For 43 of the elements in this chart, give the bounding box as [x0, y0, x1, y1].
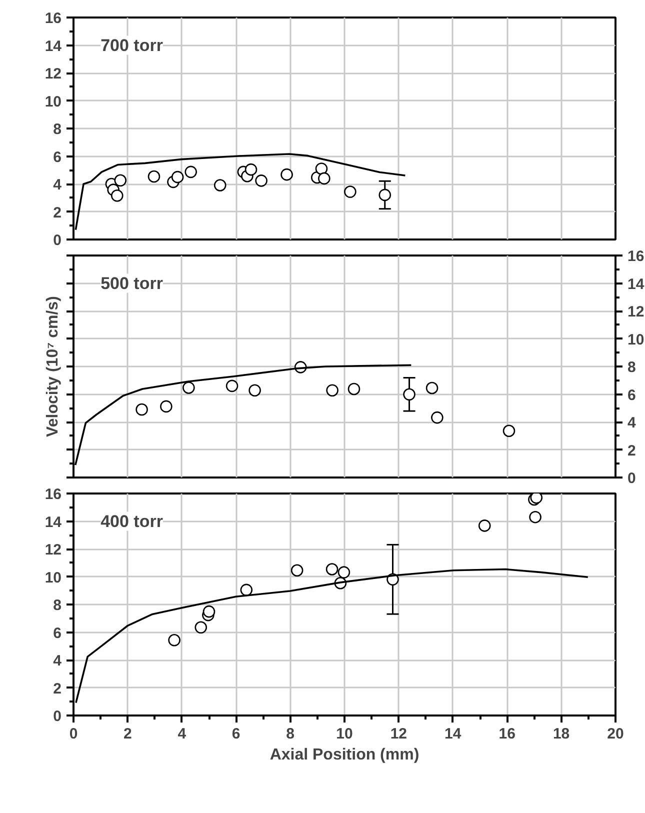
y-tick-label: 2 [53, 680, 62, 698]
x-tick-label: 16 [498, 726, 516, 742]
y-tick-label: 6 [628, 386, 636, 404]
y-tick-label: 4 [628, 414, 636, 432]
text: 500 torr [100, 274, 164, 293]
y-tick-label: 0 [53, 232, 62, 249]
y-axis-title: Velocity (10⁷ cm/s) [44, 296, 62, 437]
x-axis-title: Axial Position (mm) [270, 746, 420, 764]
y-tick-label: 6 [53, 624, 62, 642]
y-tick-label: 6 [53, 148, 62, 166]
text: 400 torr [100, 512, 164, 531]
y-tick-label: 8 [53, 597, 62, 614]
x-tick-label: 20 [607, 726, 624, 742]
y-tick-label: 16 [44, 10, 62, 27]
y-tick-label: 12 [628, 304, 644, 320]
x-tick-label: 14 [444, 726, 462, 742]
x-tick-label: 2 [124, 726, 132, 742]
y-tick-label: 8 [53, 121, 62, 138]
y-tick-label: 0 [53, 708, 62, 725]
x-tick-label: 18 [552, 726, 570, 742]
x-tick-label: 12 [390, 726, 408, 742]
y-tick-label: 8 [628, 359, 636, 376]
y-tick-label: 4 [53, 652, 62, 670]
y-tick-label: 2 [53, 204, 62, 222]
y-tick-label: 14 [44, 38, 62, 55]
y-tick-label: 16 [44, 486, 62, 503]
x-tick-label: 6 [232, 726, 240, 742]
x-tick-label: 0 [69, 726, 78, 742]
y-tick-label: 16 [628, 248, 644, 265]
x-tick-label: 4 [178, 726, 187, 742]
text: 700 torr [100, 36, 164, 55]
y-tick-label: 2 [628, 442, 636, 460]
y-tick-label: 14 [628, 276, 645, 293]
y-tick-label: 4 [53, 176, 62, 194]
y-tick-label: 10 [628, 331, 644, 348]
y-tick-label: 10 [44, 569, 62, 586]
x-tick-label: 10 [336, 726, 353, 742]
y-tick-label: 10 [44, 93, 62, 110]
y-tick-label: 12 [44, 66, 62, 82]
y-tick-label: 0 [628, 470, 636, 487]
y-tick-label: 12 [44, 542, 62, 558]
x-tick-label: 8 [286, 726, 294, 742]
y-tick-label: 14 [44, 514, 62, 531]
